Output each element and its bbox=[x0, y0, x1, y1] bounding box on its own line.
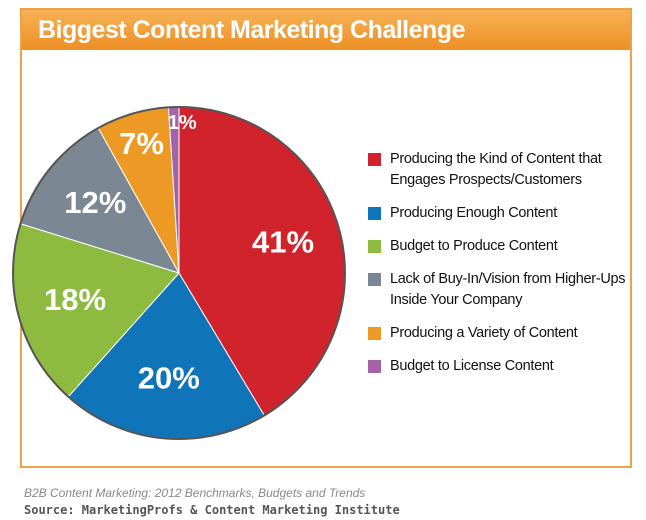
source: Source: MarketingProfs & Content Marketi… bbox=[24, 503, 400, 517]
chart-title: Biggest Content Marketing Challenge bbox=[38, 16, 465, 44]
legend-label: Budget to License Content bbox=[390, 358, 554, 374]
value-label: 18% bbox=[44, 282, 106, 317]
legend-label: Lack of Buy-In/Vision from Higher-Ups In… bbox=[390, 271, 626, 308]
legend-label: Producing Enough Content bbox=[390, 205, 557, 221]
legend-item: Budget to License Content bbox=[368, 356, 630, 377]
legend-item: Budget to Produce Content bbox=[368, 236, 630, 257]
title-bar bbox=[22, 10, 630, 50]
legend-swatch bbox=[368, 240, 381, 253]
value-label: 41% bbox=[252, 224, 314, 259]
legend-item: Producing Enough Content bbox=[368, 203, 630, 224]
legend-swatch bbox=[368, 207, 381, 220]
legend-label: Producing a Variety of Content bbox=[390, 325, 578, 341]
legend-label: Producing the Kind of Content that Engag… bbox=[390, 151, 602, 188]
legend-item: Lack of Buy-In/Vision from Higher-Ups In… bbox=[368, 269, 630, 311]
legend-label: Budget to Produce Content bbox=[390, 238, 558, 254]
legend-swatch bbox=[368, 273, 381, 286]
footnote: B2B Content Marketing: 2012 Benchmarks, … bbox=[24, 486, 366, 500]
legend: Producing the Kind of Content that Engag… bbox=[368, 149, 630, 389]
legend-item: Producing a Variety of Content bbox=[368, 323, 630, 344]
legend-item: Producing the Kind of Content that Engag… bbox=[368, 149, 630, 191]
legend-swatch bbox=[368, 327, 381, 340]
value-label: 20% bbox=[138, 361, 200, 396]
legend-swatch bbox=[368, 360, 381, 373]
value-label: 12% bbox=[64, 185, 126, 220]
legend-swatch bbox=[368, 153, 381, 166]
value-label: 7% bbox=[119, 126, 164, 161]
pie-rim bbox=[12, 106, 346, 440]
value-label: 1% bbox=[168, 112, 197, 134]
